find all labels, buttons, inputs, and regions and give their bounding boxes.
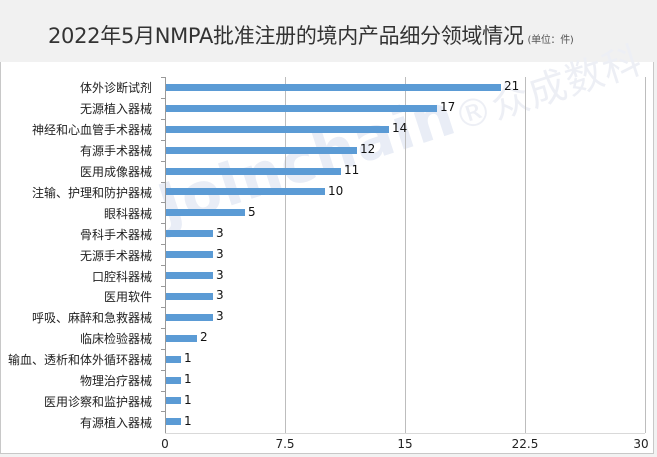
value-label: 3 <box>216 268 224 282</box>
bar <box>166 356 181 363</box>
value-label: 3 <box>216 247 224 261</box>
y-tick <box>161 77 165 78</box>
value-label: 10 <box>328 184 344 198</box>
y-tick <box>161 370 165 371</box>
value-label: 2 <box>200 330 208 344</box>
bar <box>166 272 213 279</box>
category-label: 临床检验器械 <box>79 332 152 346</box>
bar <box>166 209 245 216</box>
y-tick <box>161 223 165 224</box>
category-label: 无源植入器械 <box>79 102 152 116</box>
bar <box>166 147 357 154</box>
y-tick <box>161 349 165 350</box>
x-tick-label: 0 <box>161 437 169 451</box>
bar <box>166 126 389 133</box>
x-tick-label: 15 <box>397 437 413 451</box>
category-label: 医用成像器械 <box>79 165 152 179</box>
value-label: 12 <box>360 142 376 156</box>
category-label: 眼科器械 <box>103 207 152 221</box>
value-label: 1 <box>184 393 192 407</box>
y-tick <box>161 98 165 99</box>
unit-label: (单位：件) <box>527 35 574 46</box>
bar <box>166 377 181 384</box>
y-tick <box>161 307 165 308</box>
gridline <box>405 77 406 433</box>
bar <box>166 230 213 237</box>
category-label: 注输、护理和防护器械 <box>31 186 152 200</box>
value-label: 5 <box>248 205 256 219</box>
value-label: 14 <box>392 121 408 135</box>
y-tick <box>161 244 165 245</box>
chart-title-bar: 2022年5月NMPA批准注册的境内产品细分领域情况 (单位：件) <box>0 0 657 62</box>
y-tick <box>161 286 165 287</box>
value-label: 11 <box>344 163 360 177</box>
value-label: 1 <box>184 414 192 428</box>
category-label: 有源手术器械 <box>79 144 152 158</box>
y-tick <box>161 182 165 183</box>
y-axis <box>165 77 166 434</box>
category-label: 骨科手术器械 <box>79 228 152 242</box>
y-tick <box>161 265 165 266</box>
y-tick <box>161 119 165 120</box>
bar <box>166 188 325 195</box>
y-tick <box>161 161 165 162</box>
x-axis <box>165 433 645 434</box>
category-label: 输血、透析和体外循环器械 <box>7 353 152 367</box>
x-tick-label: 22.5 <box>511 437 539 451</box>
bar <box>166 418 181 425</box>
bar <box>166 397 181 404</box>
category-label: 体外诊断试剂 <box>79 81 152 95</box>
x-tick-label: 30 <box>633 437 649 451</box>
y-tick <box>161 328 165 329</box>
category-label: 口腔科器械 <box>91 270 152 284</box>
y-tick <box>161 202 165 203</box>
category-label: 医用诊察和监护器械 <box>43 395 152 409</box>
bar <box>166 335 197 342</box>
bar <box>166 168 341 175</box>
value-label: 1 <box>184 351 192 365</box>
y-tick <box>161 140 165 141</box>
value-label: 1 <box>184 372 192 386</box>
gridline <box>285 77 286 433</box>
y-tick <box>161 391 165 392</box>
bar <box>166 105 437 112</box>
bar <box>166 293 213 300</box>
category-label: 有源植入器械 <box>79 416 152 430</box>
x-tick-label: 7.5 <box>275 437 295 451</box>
category-label: 无源手术器械 <box>79 249 152 263</box>
gridline <box>645 77 646 433</box>
chart-title-text: 2022年5月NMPA批准注册的境内产品细分领域情况 <box>48 24 524 48</box>
chart-title: 2022年5月NMPA批准注册的境内产品细分领域情况 (单位：件) <box>48 20 574 50</box>
value-label: 3 <box>216 226 224 240</box>
category-label: 物理治疗器械 <box>79 374 152 388</box>
category-label: 医用软件 <box>103 290 152 304</box>
gridline <box>525 77 526 433</box>
value-label: 3 <box>216 288 224 302</box>
value-label: 21 <box>504 79 520 93</box>
bar <box>166 84 501 91</box>
value-label: 3 <box>216 309 224 323</box>
value-label: 17 <box>440 100 456 114</box>
bar <box>166 251 213 258</box>
bar <box>166 314 213 321</box>
category-label: 呼吸、麻醉和急救器械 <box>31 311 152 325</box>
category-label: 神经和心血管手术器械 <box>31 123 152 137</box>
y-tick <box>161 411 165 412</box>
